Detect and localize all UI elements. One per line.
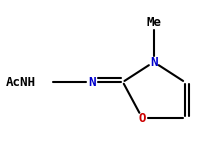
Text: AcNH: AcNH — [6, 75, 36, 88]
Text: N: N — [149, 56, 157, 69]
Text: O: O — [138, 112, 145, 125]
Text: Me: Me — [146, 15, 160, 28]
Text: N: N — [88, 75, 95, 88]
